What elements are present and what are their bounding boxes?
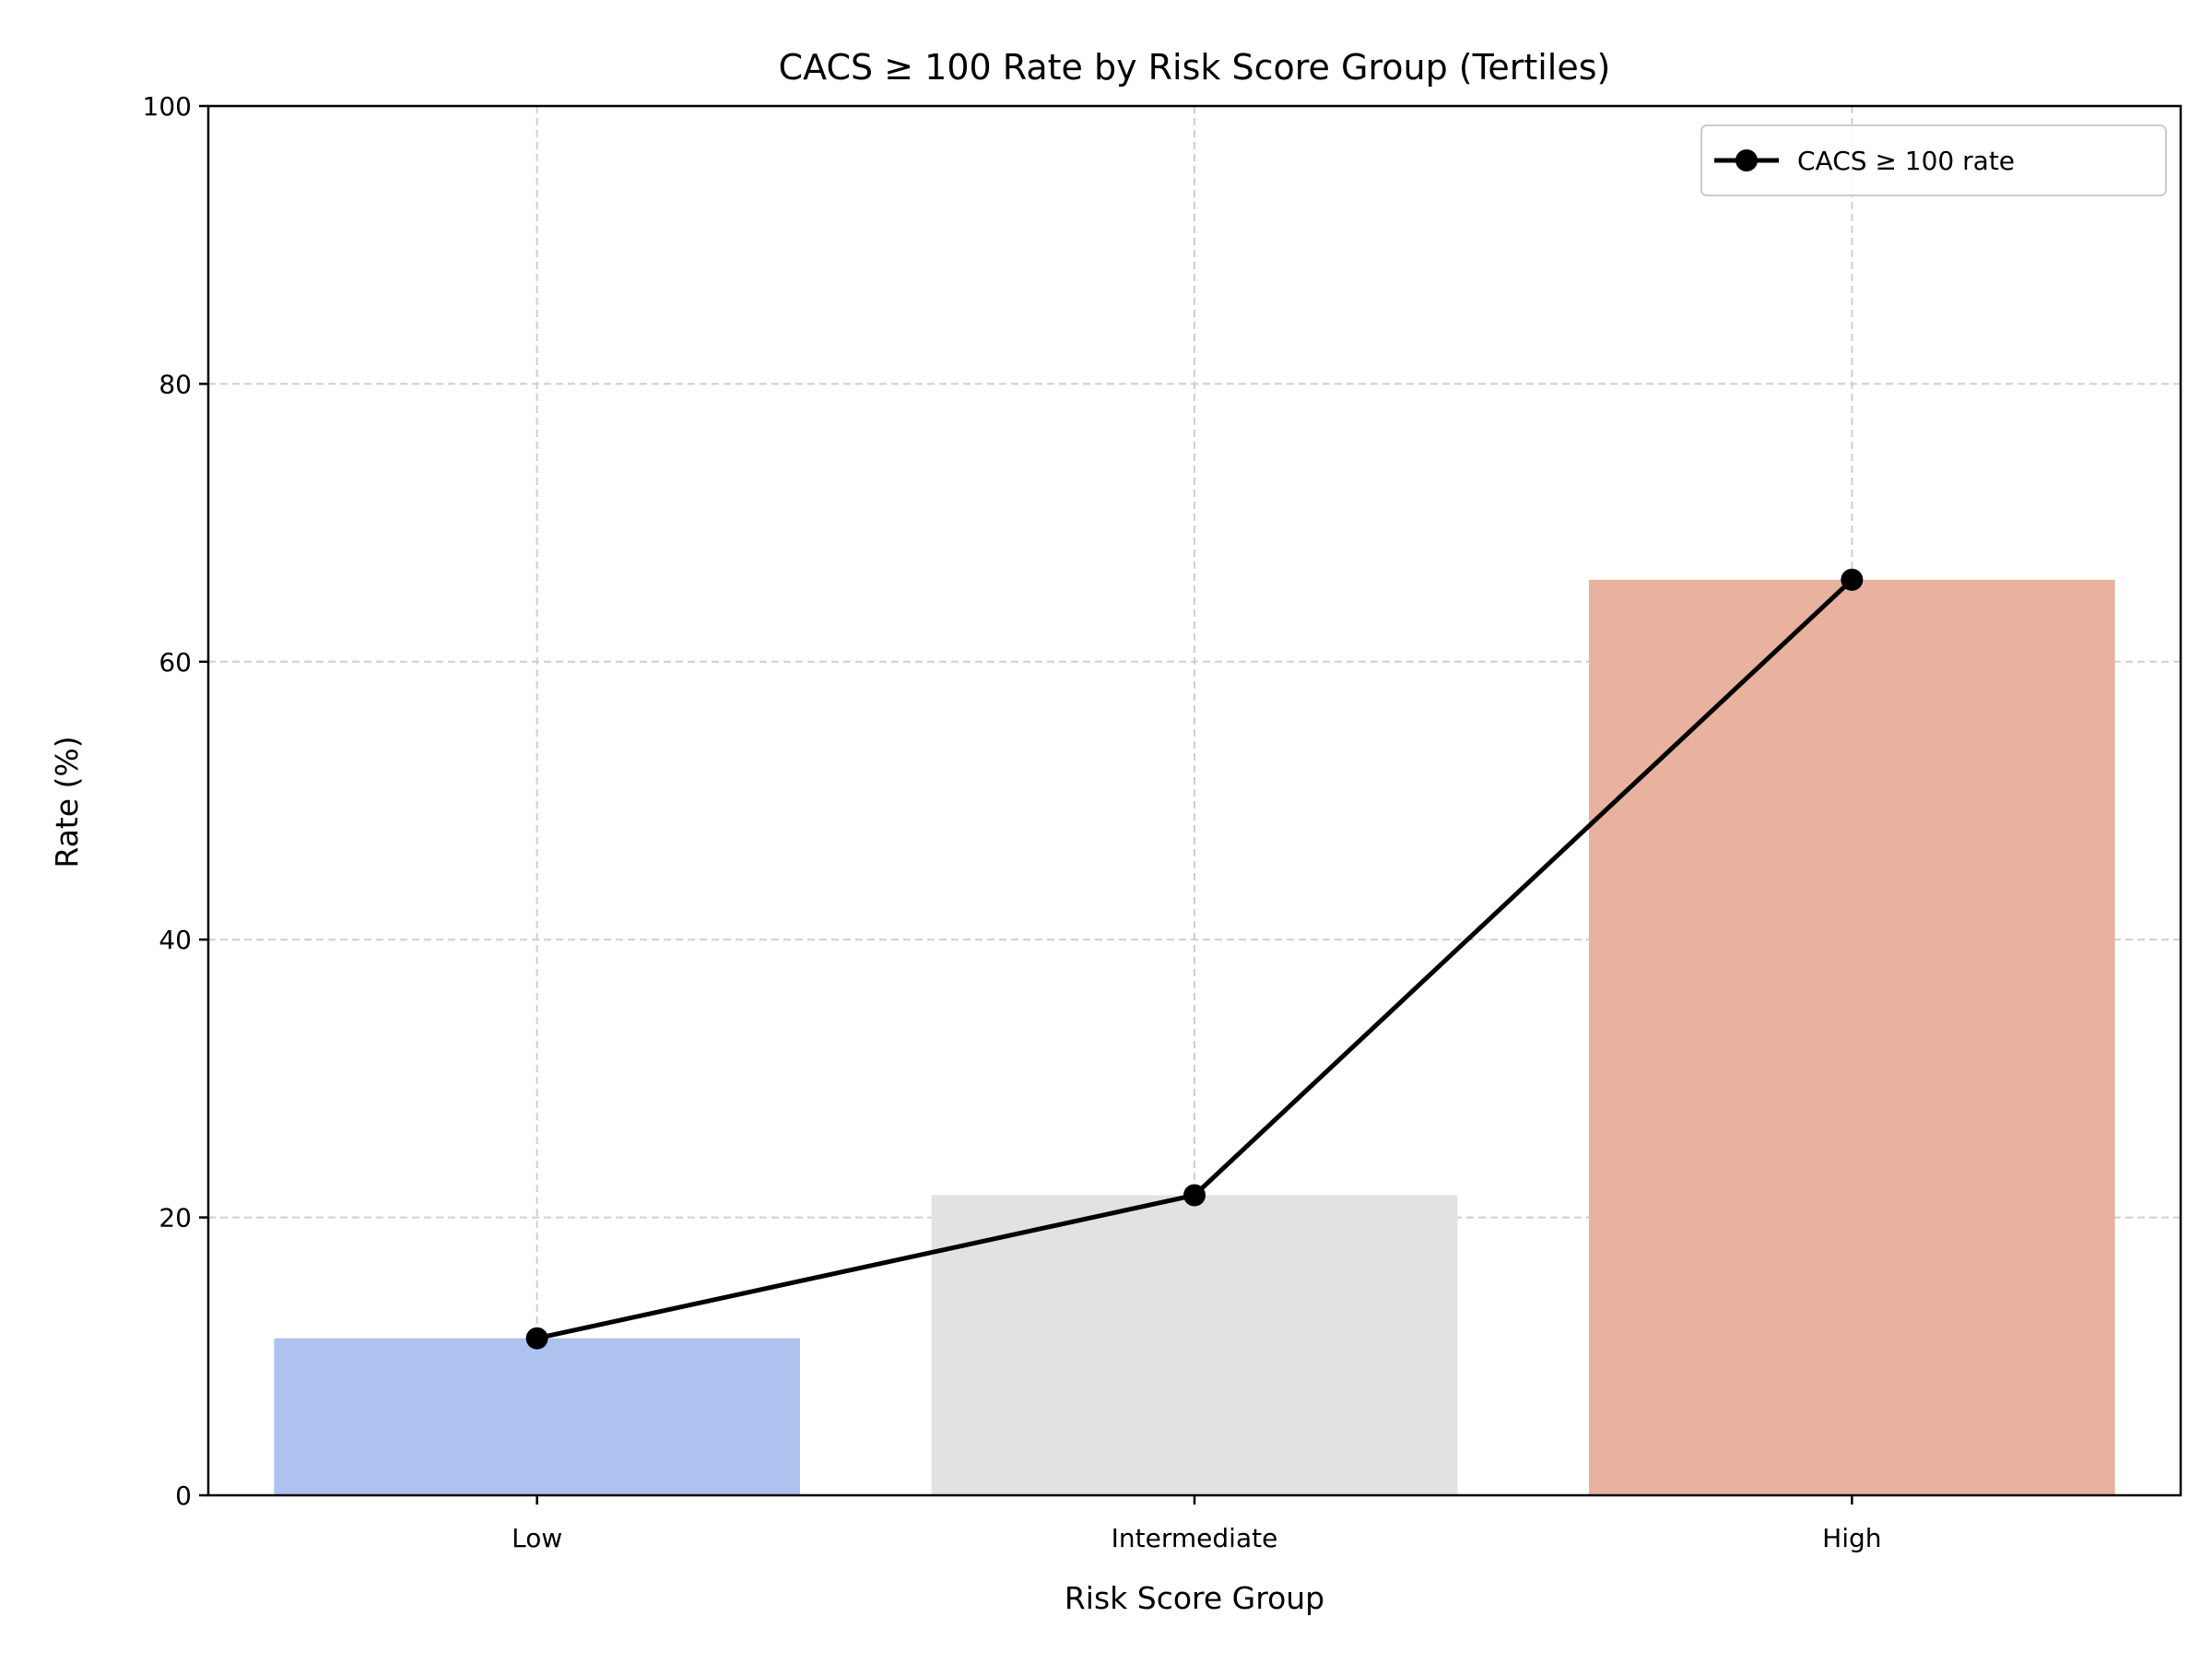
- legend: CACS ≥ 100 rate: [1700, 124, 2167, 196]
- y-tick-label: 20: [159, 1203, 192, 1233]
- legend-marker-swatch: [1735, 149, 1758, 171]
- rate-marker-intermediate: [1183, 1184, 1206, 1207]
- bar-intermediate: [931, 1195, 1458, 1495]
- legend-label: CACS ≥ 100 rate: [1797, 146, 2015, 176]
- y-tick-label: 40: [159, 925, 192, 955]
- bars: [274, 579, 2115, 1495]
- bar-low: [274, 1338, 800, 1495]
- y-axis-label: Rate (%): [49, 736, 85, 867]
- y-tick-label: 60: [159, 647, 192, 678]
- x-tick-label: Low: [512, 1523, 562, 1553]
- rate-marker-low: [525, 1327, 548, 1350]
- x-axis-label: Risk Score Group: [1065, 1580, 1324, 1616]
- chart-title: CACS ≥ 100 Rate by Risk Score Group (Ter…: [779, 47, 1611, 88]
- legend-box: [1700, 124, 2167, 196]
- x-tick-label: Intermediate: [1112, 1523, 1278, 1553]
- bar-high: [1589, 579, 2115, 1495]
- rate-marker-high: [1841, 568, 1864, 591]
- y-tick-label: 80: [159, 369, 192, 399]
- line-series: [525, 568, 1864, 1350]
- x-tick-label: High: [1822, 1523, 1881, 1553]
- y-tick-label: 100: [143, 91, 192, 122]
- y-tick-label: 0: [175, 1481, 192, 1511]
- axes: 0 20 40 60 80 100 Low Intermediate High: [143, 91, 2183, 1553]
